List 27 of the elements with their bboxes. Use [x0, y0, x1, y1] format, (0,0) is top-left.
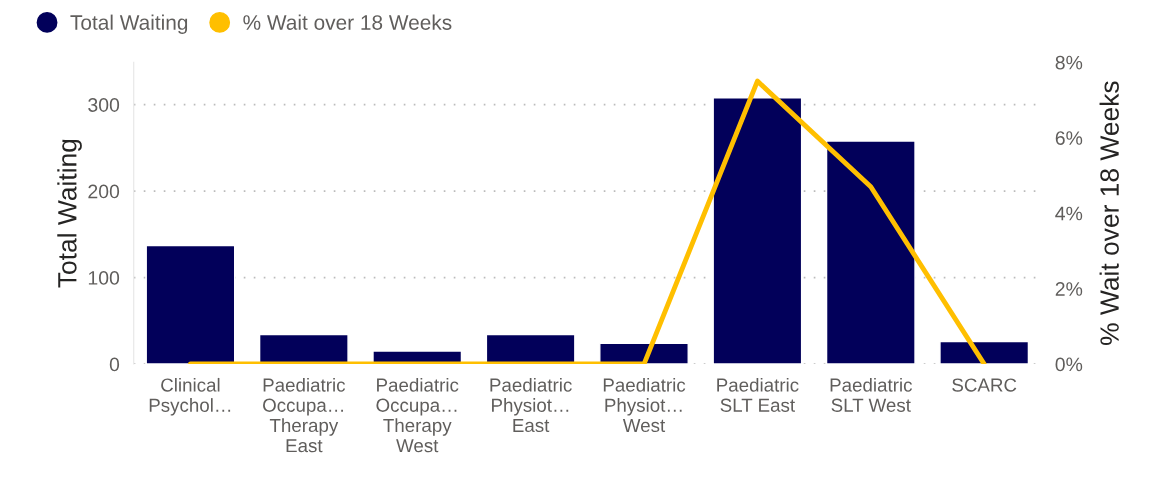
y2-tick-label: 2% [1055, 282, 1083, 296]
bar [712, 97, 803, 365]
x-tick-label: Paediatric Occupa… Therapy East [263, 377, 346, 453]
x-tick-label: Paediatric SLT West [830, 377, 912, 412]
bar [145, 244, 236, 365]
y2-axis-title: % Wait over 18 Weeks [1099, 81, 1119, 345]
y-tick-label: 100 [88, 271, 120, 285]
bar [258, 333, 349, 365]
y-tick-label: 300 [88, 98, 120, 112]
x-tick-label: SCARC [952, 378, 1017, 392]
x-tick-label: Paediatric Occupa… Therapy West [376, 377, 459, 453]
y2-tick-label: 4% [1055, 206, 1083, 221]
bar [939, 340, 1030, 365]
bar [485, 333, 576, 365]
y2-tick-label: 0% [1055, 357, 1083, 372]
x-tick-label: Paediatric Physiot… East [490, 377, 572, 433]
bar [825, 140, 916, 365]
y2-tick-label: 6% [1055, 131, 1083, 145]
legend-label: % Wait over 18 Weeks [243, 14, 452, 30]
y-axis-title: Total Waiting [57, 139, 82, 288]
x-tick-label: Paediatric Physiot… West [603, 377, 686, 433]
y-tick-label: 200 [88, 184, 120, 199]
x-tick-label: Clinical Psychol… [149, 377, 231, 416]
legend-label: Total Waiting [70, 14, 188, 34]
y-tick-label: 0 [109, 357, 120, 372]
x-tick-label: Paediatric SLT East [717, 377, 799, 412]
y2-tick-label: 8% [1055, 55, 1083, 70]
